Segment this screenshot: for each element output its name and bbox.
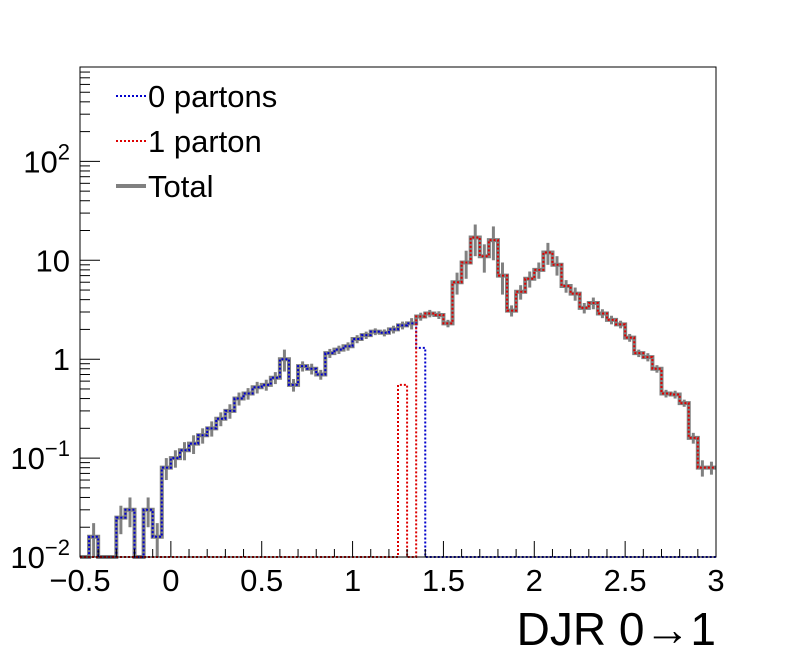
y-tick-label: 10−2 [10, 535, 70, 575]
x-tick-label: 0.5 [240, 563, 283, 598]
series-1-parton [80, 236, 716, 558]
x-tick-label: 1.5 [422, 563, 465, 598]
legend-label: 0 partons [148, 79, 277, 114]
y-axis: 10−2 10−1 1 10 102 [10, 66, 100, 575]
x-tick-label: 2 [526, 563, 543, 598]
x-tick-label: −0.5 [49, 563, 110, 598]
legend-label: Total [148, 169, 213, 204]
x-tick-label: 1 [344, 563, 361, 598]
series-layer [80, 224, 716, 559]
x-tick-label: 3 [707, 563, 724, 598]
legend: 0 partons 1 parton Total [116, 79, 277, 204]
y-tick-label: 10 [36, 243, 70, 278]
y-tick-label: 102 [23, 139, 70, 179]
y-tick-label: 1 [53, 342, 70, 377]
x-tick-label: 2.5 [604, 563, 647, 598]
x-tick-label: 0 [162, 563, 179, 598]
x-axis: −0.5 0 0.5 1 1.5 2 2.5 3 [49, 541, 725, 598]
histogram-line [80, 236, 716, 558]
y-tick-label: 10−1 [10, 436, 70, 476]
x-axis-title: DJR 0→1 [517, 603, 716, 655]
legend-label: 1 parton [148, 124, 262, 159]
